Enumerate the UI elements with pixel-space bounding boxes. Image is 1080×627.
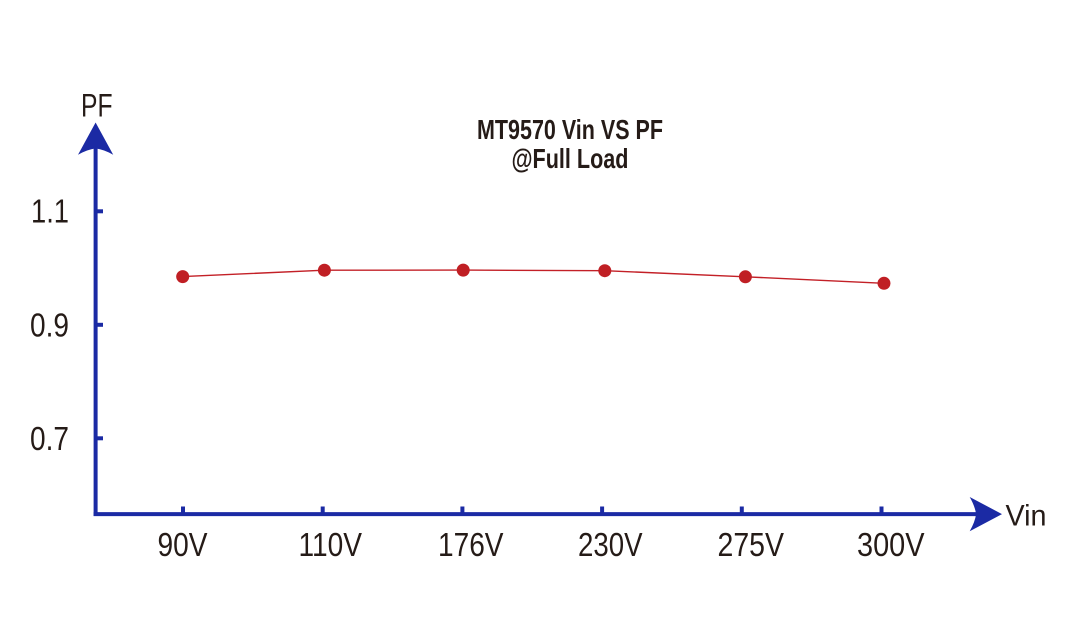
svg-text:MT9570 Vin VS PF: MT9570 Vin VS PF [477,114,663,145]
svg-text:300V: 300V [857,526,925,563]
svg-text:PF: PF [81,88,113,124]
svg-text:@Full Load: @Full Load [512,143,629,174]
svg-text:176V: 176V [438,526,504,563]
svg-text:275V: 275V [718,526,785,563]
svg-text:Vin: Vin [1006,500,1047,533]
svg-text:110V: 110V [299,526,363,563]
svg-text:0.7: 0.7 [30,420,69,457]
svg-text:90V: 90V [158,526,208,563]
svg-text:1.1: 1.1 [31,193,69,230]
svg-text:0.9: 0.9 [30,307,69,344]
svg-text:230V: 230V [578,526,643,563]
